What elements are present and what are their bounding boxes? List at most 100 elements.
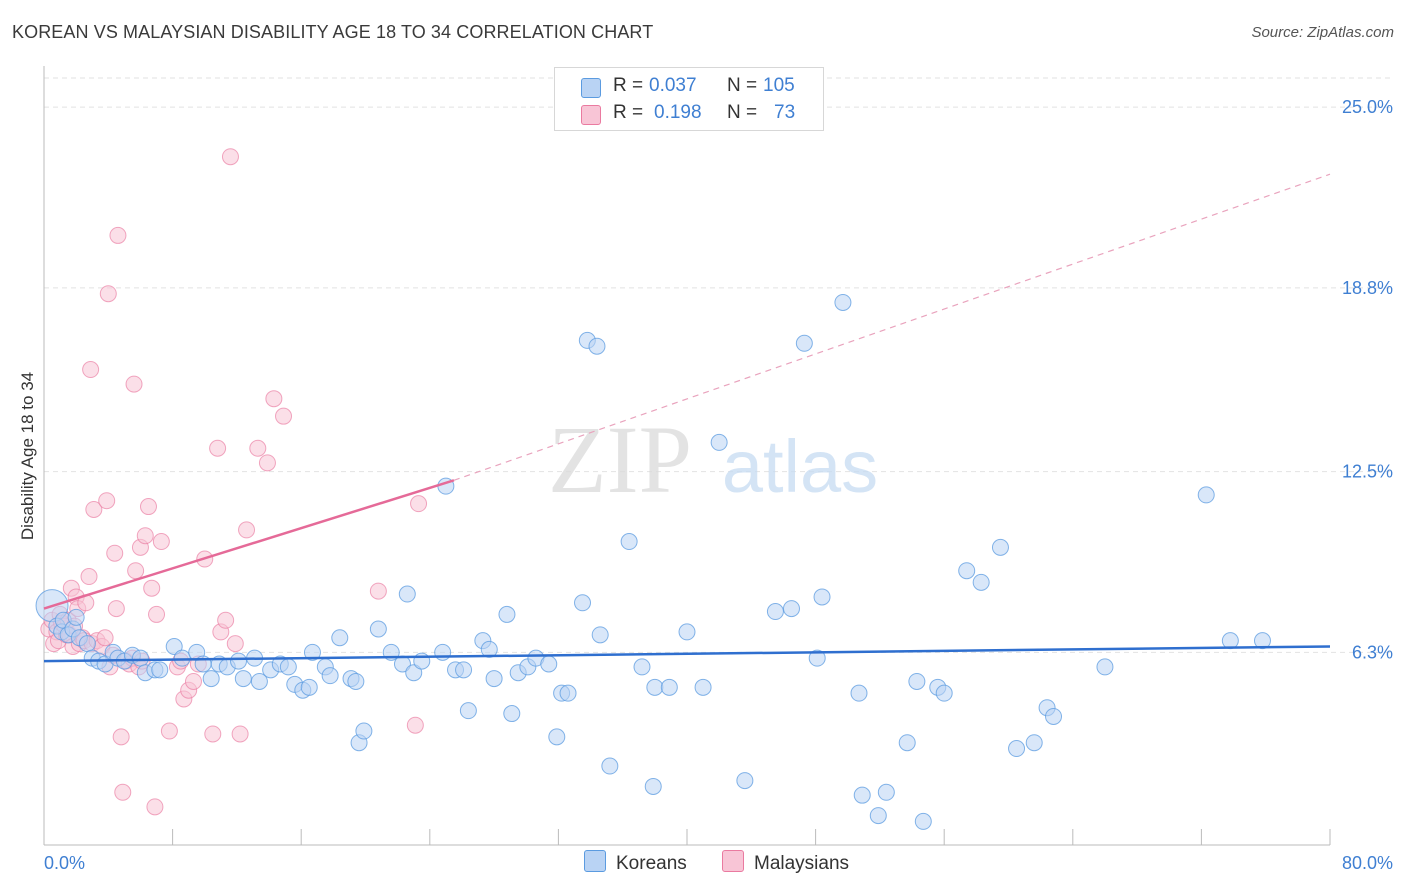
malaysian-point bbox=[96, 629, 114, 647]
korean-point bbox=[908, 672, 926, 690]
malaysian-legend-label: Malaysians bbox=[754, 853, 850, 874]
korean-point bbox=[1253, 632, 1271, 650]
korean-trend-line bbox=[43, 645, 1331, 663]
tick-labels: 6.3% 12.5% 18.8% 25.0% 0.0% 80.0% bbox=[44, 97, 1393, 873]
korean-point bbox=[202, 670, 220, 688]
malaysian-point bbox=[406, 716, 424, 734]
korean-point bbox=[398, 585, 416, 603]
korean-point bbox=[782, 600, 800, 618]
y-tick-label: 6.3% bbox=[1352, 642, 1393, 662]
korean-point bbox=[250, 672, 268, 690]
malaysian-n-label: N = bbox=[727, 102, 758, 123]
korean-point bbox=[548, 728, 566, 746]
korean-point bbox=[321, 667, 339, 685]
korean-point bbox=[1221, 632, 1239, 650]
korean-point bbox=[485, 670, 503, 688]
korean-point bbox=[633, 658, 651, 676]
korean-point bbox=[234, 670, 252, 688]
korean-point bbox=[434, 643, 452, 661]
malaysian-point bbox=[106, 544, 124, 562]
malaysian-point bbox=[221, 148, 239, 166]
malaysian-point bbox=[139, 498, 157, 516]
korean-point bbox=[644, 777, 662, 795]
malaysian-point bbox=[148, 605, 166, 623]
korean-point bbox=[808, 649, 826, 667]
malaysian-point bbox=[217, 611, 235, 629]
korean-point bbox=[413, 652, 431, 670]
malaysian-point bbox=[410, 495, 428, 513]
korean-point bbox=[660, 678, 678, 696]
malaysian-point bbox=[98, 492, 116, 510]
korean-point bbox=[620, 533, 638, 551]
malaysian-point bbox=[82, 361, 100, 379]
korean-point bbox=[1045, 707, 1063, 725]
watermark-zip: ZIP bbox=[548, 406, 692, 513]
korean-point bbox=[559, 684, 577, 702]
malaysian-point bbox=[265, 390, 283, 408]
x-tick-label: 80.0% bbox=[1342, 853, 1393, 873]
bottom-legend-korean: Koreans bbox=[584, 850, 687, 875]
korean-point bbox=[230, 652, 248, 670]
korean-point bbox=[503, 705, 521, 723]
y-tick-label: 25.0% bbox=[1342, 97, 1393, 117]
korean-point bbox=[869, 807, 887, 825]
malaysian-point bbox=[127, 562, 145, 580]
malaysian-point bbox=[114, 783, 132, 801]
malaysian-point bbox=[238, 521, 256, 539]
korean-legend-label: Koreans bbox=[616, 853, 687, 874]
korean-point bbox=[850, 684, 868, 702]
malaysian-point bbox=[112, 728, 130, 746]
korean-point bbox=[914, 812, 932, 830]
korean-r-label: R = bbox=[613, 75, 644, 96]
korean-point bbox=[303, 643, 321, 661]
watermark-atlas: atlas bbox=[722, 425, 878, 508]
korean-point bbox=[813, 588, 831, 606]
malaysian-point bbox=[109, 226, 127, 244]
malaysian-points bbox=[40, 148, 428, 816]
korean-point bbox=[498, 605, 516, 623]
malaysian-point bbox=[146, 798, 164, 816]
bottom-legend-malaysian: Malaysians bbox=[722, 850, 849, 875]
malaysian-point bbox=[136, 527, 154, 545]
korean-point bbox=[151, 661, 169, 679]
korean-point bbox=[991, 538, 1009, 556]
korean-point bbox=[795, 334, 813, 352]
korean-point bbox=[331, 629, 349, 647]
korean-point bbox=[78, 635, 96, 653]
malaysian-point bbox=[204, 725, 222, 743]
korean-point bbox=[646, 678, 664, 696]
korean-point bbox=[935, 684, 953, 702]
korean-point bbox=[877, 783, 895, 801]
korean-point bbox=[1008, 740, 1026, 758]
malaysian-point bbox=[152, 533, 170, 551]
korean-point bbox=[694, 678, 712, 696]
malaysian-point bbox=[275, 407, 293, 425]
malaysian-point bbox=[143, 579, 161, 597]
malaysian-point bbox=[226, 635, 244, 653]
korean-point bbox=[455, 661, 473, 679]
malaysian-point bbox=[80, 568, 98, 586]
korean-point bbox=[574, 594, 592, 612]
korean-point bbox=[369, 620, 387, 638]
chart-source: Source: ZipAtlas.com bbox=[1251, 24, 1394, 41]
korean-point bbox=[591, 626, 609, 644]
malaysian-point bbox=[231, 725, 249, 743]
grid-lines bbox=[44, 77, 1392, 653]
malaysian-point bbox=[184, 672, 202, 690]
korean-point bbox=[173, 649, 191, 667]
korean-n-value: 105 bbox=[763, 75, 795, 96]
malaysian-trend-extension bbox=[453, 173, 1331, 481]
y-tick-label: 12.5% bbox=[1342, 462, 1393, 482]
korean-point bbox=[766, 603, 784, 621]
korean-point bbox=[1197, 486, 1215, 504]
korean-point bbox=[1096, 658, 1114, 676]
malaysian-point bbox=[99, 285, 117, 303]
korean-point bbox=[588, 337, 606, 355]
malaysian-trend-line bbox=[43, 479, 455, 610]
malaysian-swatch bbox=[581, 105, 601, 125]
korean-point bbox=[459, 702, 477, 720]
korean-point bbox=[67, 608, 85, 626]
axes bbox=[43, 66, 1331, 846]
korean-r-value: 0.037 bbox=[649, 75, 697, 96]
